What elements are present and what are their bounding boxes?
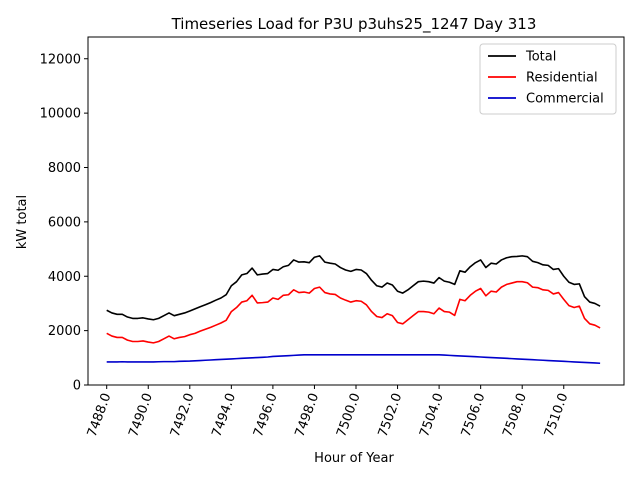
y-tick-label: 2000 (48, 324, 81, 339)
y-tick-label: 4000 (48, 270, 81, 285)
y-axis-label: kW total (15, 195, 30, 249)
series-layer (106, 255, 601, 365)
y-tick-label: 0 (73, 379, 81, 394)
y-axis: 0 2000 4000 6000 8000 10000 12000 (40, 52, 88, 394)
y-tick-label: 10000 (40, 107, 81, 122)
chart-title: Timeseries Load for P3U p3uhs25_1247 Day… (171, 15, 537, 34)
series-line-commercial (106, 354, 601, 365)
y-tick-label: 12000 (40, 52, 81, 67)
legend-label-commercial: Commercial (526, 92, 604, 107)
y-tick-label: 8000 (48, 161, 81, 176)
legend-box (479, 43, 617, 115)
y-tick-label: 6000 (48, 215, 81, 230)
legend-label-total: Total (525, 50, 556, 65)
legend: Total Residential Commercial (479, 43, 617, 115)
series-line-residential (106, 280, 601, 344)
x-axis-label: Hour of Year (314, 451, 394, 466)
series-line-total (106, 255, 601, 321)
legend-label-residential: Residential (526, 71, 598, 86)
